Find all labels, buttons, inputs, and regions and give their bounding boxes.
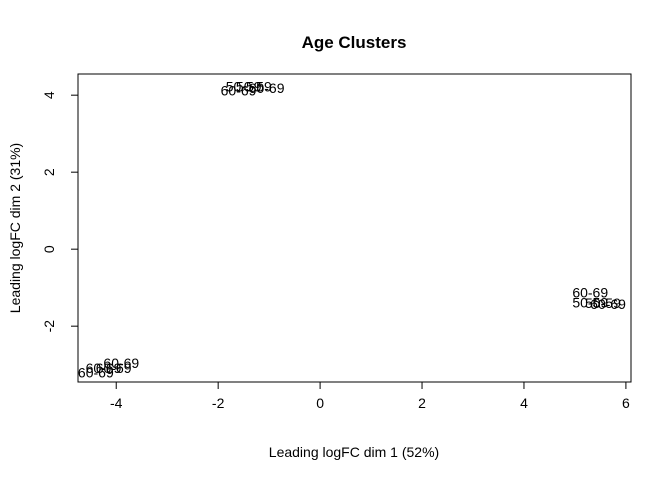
plot-area bbox=[77, 73, 632, 383]
x-tick-label: 2 bbox=[418, 395, 426, 411]
data-point-label: 50-59 bbox=[226, 79, 262, 95]
chart-title: Age Clusters bbox=[302, 33, 407, 52]
data-point-label: 60-69 bbox=[249, 80, 285, 96]
data-point-label: 50-59 bbox=[572, 294, 608, 310]
y-tick-label: 4 bbox=[41, 91, 57, 99]
x-axis-label: Leading logFC dim 1 (52%) bbox=[269, 444, 439, 460]
data-point-label: 50-59 bbox=[236, 79, 272, 95]
data-point-label: 50-59 bbox=[585, 295, 621, 311]
data-point-label: 60-69 bbox=[590, 296, 626, 312]
data-point-label: 60-69 bbox=[103, 355, 139, 371]
x-tick-label: 0 bbox=[316, 395, 324, 411]
y-axis: -2 0 2 4 bbox=[41, 91, 79, 333]
x-tick-label: 6 bbox=[622, 395, 630, 411]
y-tick-label: -2 bbox=[41, 320, 57, 333]
data-point-label: 60-69 bbox=[572, 284, 608, 300]
x-tick-label: -4 bbox=[110, 395, 123, 411]
x-axis: -4 -2 0 2 4 6 bbox=[110, 381, 630, 411]
x-tick-label: -2 bbox=[212, 395, 225, 411]
y-axis-label: Leading logFC dim 2 (31%) bbox=[7, 143, 23, 313]
data-point-label: 60-69 bbox=[96, 360, 132, 376]
data-points: 50-5950-5960-6960-6960-6950-5950-5960-69… bbox=[78, 79, 626, 381]
data-point-label: 60-69 bbox=[221, 83, 257, 99]
data-point-label: 60-69 bbox=[86, 360, 122, 376]
y-tick-label: 2 bbox=[41, 168, 57, 176]
data-point-label: 60-69 bbox=[78, 364, 114, 380]
y-tick-label: 0 bbox=[41, 245, 57, 253]
x-tick-label: 4 bbox=[520, 395, 528, 411]
